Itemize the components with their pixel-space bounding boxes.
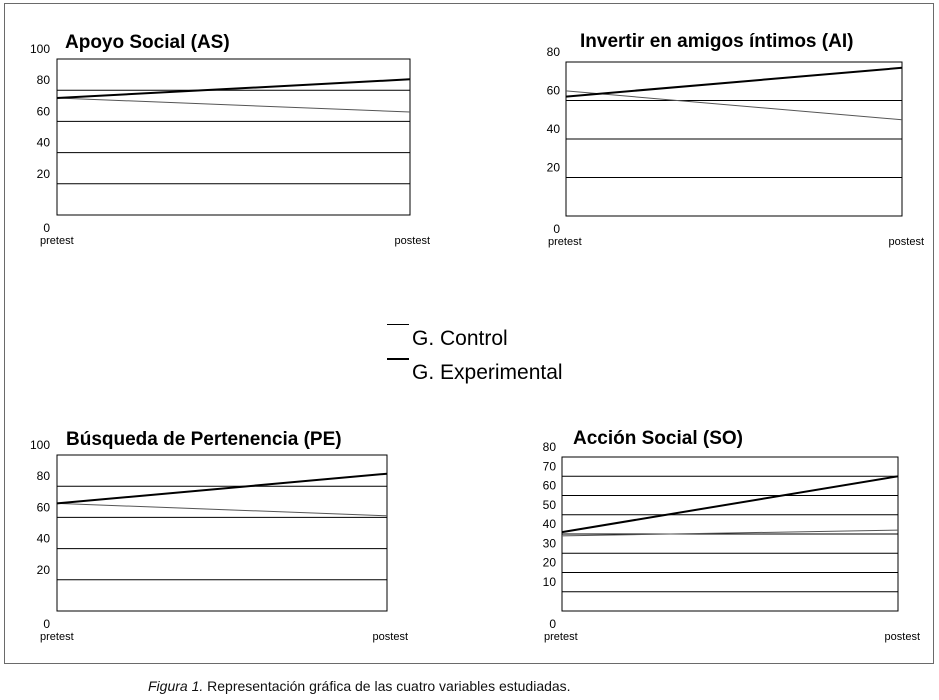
y-tick-label: 40 xyxy=(543,517,557,531)
legend-swatch-experimental xyxy=(387,358,409,360)
chart-title: Apoyo Social (AS) xyxy=(65,32,230,53)
legend-label-control: G. Control xyxy=(412,327,508,350)
y-tick-label: 80 xyxy=(37,469,51,483)
y-tick-label: 0 xyxy=(43,221,50,235)
y-tick-label: 20 xyxy=(37,167,51,181)
y-tick-label: 60 xyxy=(547,84,561,98)
figure-caption: Figura 1. Representación gráfica de las … xyxy=(148,678,571,694)
y-tick-label: 40 xyxy=(37,136,51,150)
y-tick-label: 10 xyxy=(543,575,557,589)
caption-prefix: Figura 1. xyxy=(148,678,204,694)
figure-frame xyxy=(4,3,934,664)
y-tick-label: 80 xyxy=(37,73,51,87)
series-line-experimental xyxy=(565,66,903,98)
y-tick-label: 50 xyxy=(543,498,557,512)
y-tick-label: 20 xyxy=(37,563,51,577)
x-tick-label-postest: postest xyxy=(373,631,408,643)
y-tick-label: 100 xyxy=(30,42,50,56)
x-tick-label-pretest: pretest xyxy=(548,236,582,248)
series-line-control xyxy=(565,90,903,121)
x-tick-label-postest: postest xyxy=(885,631,920,643)
legend-label-experimental: G. Experimental xyxy=(412,361,563,384)
x-tick-label-postest: postest xyxy=(889,236,924,248)
y-tick-label: 100 xyxy=(30,438,50,452)
series-line-experimental xyxy=(56,78,411,99)
legend-swatch-control xyxy=(387,324,409,325)
x-tick-label-pretest: pretest xyxy=(40,235,74,247)
series-line-experimental xyxy=(561,475,899,534)
y-tick-label: 0 xyxy=(549,617,556,631)
y-tick-label: 40 xyxy=(547,122,561,136)
x-tick-label-postest: postest xyxy=(395,235,430,247)
y-tick-label: 0 xyxy=(553,222,560,236)
series-line-experimental xyxy=(56,472,388,505)
y-tick-label: 60 xyxy=(37,500,51,514)
legend-item-control: G. Control xyxy=(387,324,647,354)
x-tick-label-pretest: pretest xyxy=(40,631,74,643)
chart-title: Acción Social (SO) xyxy=(573,428,743,449)
chart-title: Búsqueda de Pertenencia (PE) xyxy=(66,429,342,450)
chart-title: Invertir en amigos íntimos (AI) xyxy=(580,31,853,52)
y-tick-label: 60 xyxy=(543,479,557,493)
legend-item-experimental: G. Experimental xyxy=(387,358,647,388)
series-line-control xyxy=(561,529,899,537)
x-tick-label-pretest: pretest xyxy=(544,631,578,643)
legend: G. Control G. Experimental xyxy=(387,324,647,390)
y-tick-label: 20 xyxy=(543,556,557,570)
caption-text: Representación gráfica de las cuatro var… xyxy=(203,678,571,694)
y-tick-label: 0 xyxy=(43,617,50,631)
y-tick-label: 40 xyxy=(37,532,51,546)
y-tick-label: 20 xyxy=(547,161,561,175)
y-tick-label: 80 xyxy=(547,45,561,59)
plot-area xyxy=(56,58,411,216)
y-tick-label: 70 xyxy=(543,459,557,473)
y-tick-label: 30 xyxy=(543,536,557,550)
y-tick-label: 60 xyxy=(37,104,51,118)
y-tick-label: 80 xyxy=(543,440,557,454)
series-line-control xyxy=(56,97,411,113)
plot-area xyxy=(56,454,388,612)
series-line-control xyxy=(56,502,388,517)
